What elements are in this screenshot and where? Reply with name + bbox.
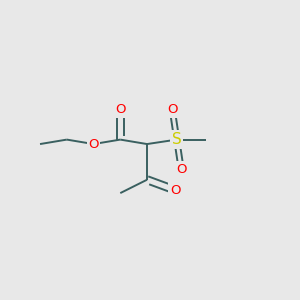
Text: S: S [172,132,182,147]
Text: O: O [176,163,187,176]
Text: O: O [88,138,99,151]
Text: O: O [170,184,181,196]
Text: O: O [167,103,178,116]
Text: O: O [115,103,125,116]
